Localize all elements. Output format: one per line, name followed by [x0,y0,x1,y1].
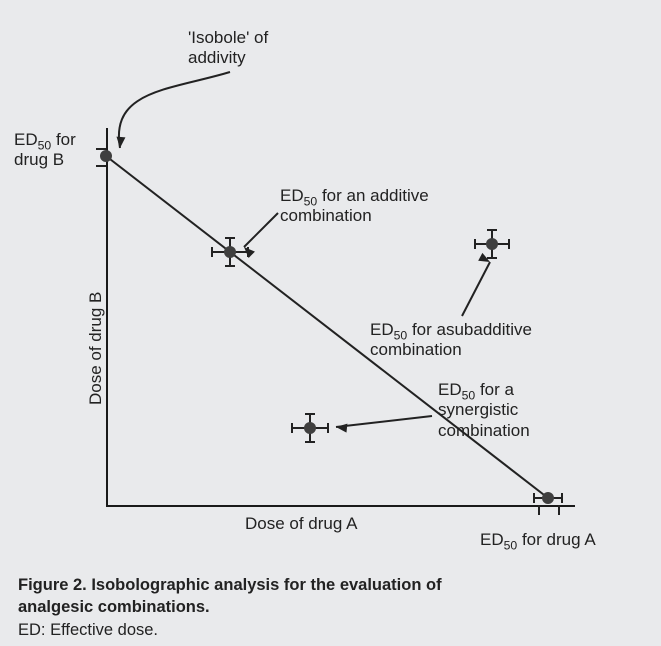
data-point-synerg [304,422,316,434]
x-tick [538,505,540,515]
data-point-A_end [542,492,554,504]
error-cap [327,423,329,433]
y-tick [96,165,106,167]
synergistic-label: ED50 for asynergisticcombination [438,380,530,441]
error-cap [508,239,510,249]
error-cap [225,265,235,267]
isobole-title-label: 'Isobole' of addivity [188,28,268,69]
x-axis [106,505,575,507]
error-cap [474,239,476,249]
error-cap [305,413,315,415]
y-axis [106,128,108,507]
subadditive-label: ED50 for asubadditivecombination [370,320,532,361]
arrow-additive [244,213,278,247]
error-cap [533,493,535,503]
error-cap [305,441,315,443]
x-tick [558,505,560,515]
error-cap [487,257,497,259]
arrow-synerg [336,416,432,427]
error-cap [291,423,293,433]
error-cap [225,237,235,239]
arrow-isobole_curve [119,72,230,148]
error-cap [561,493,563,503]
data-point-subadd [486,238,498,250]
ed50-drug-a-label: ED50 for drug A [480,530,596,550]
figure-caption: Figure 2. Isobolographic analysis for th… [18,574,442,641]
error-cap [487,229,497,231]
error-cap [211,247,213,257]
x-axis-label: Dose of drug A [245,514,357,534]
data-point-additive [224,246,236,258]
y-axis-label: Dose of drug B [86,292,106,405]
ed50-drug-b-label: ED50 fordrug B [14,130,76,171]
data-point-B_end [100,150,112,162]
error-cap [247,247,249,257]
additive-label: ED50 for an additivecombination [280,186,429,227]
arrow-subadd [462,262,490,316]
